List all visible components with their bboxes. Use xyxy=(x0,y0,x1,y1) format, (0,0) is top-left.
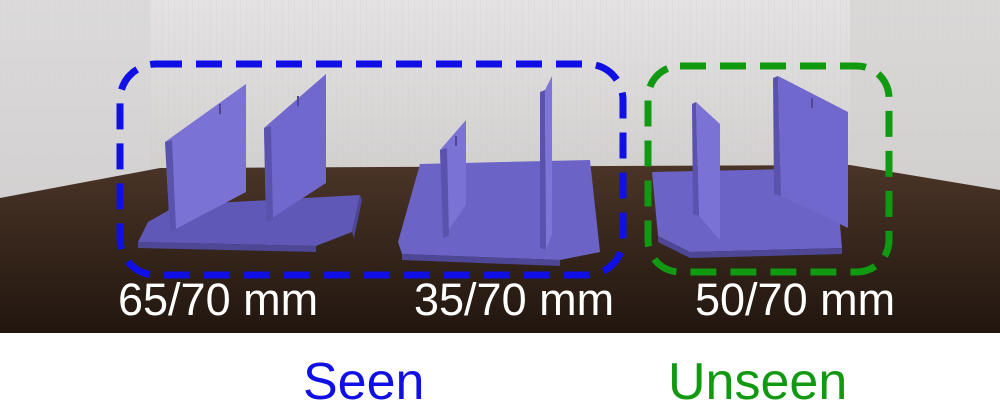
middle-object xyxy=(398,76,600,266)
wall-right-corner xyxy=(850,0,1000,190)
right-object xyxy=(652,76,848,258)
left-object xyxy=(138,74,362,252)
photo xyxy=(0,0,1000,333)
seen-group-outline xyxy=(116,60,627,279)
unseen-group-outline xyxy=(644,62,893,276)
seen-group-label: Seen xyxy=(303,353,425,411)
unseen-group-label: Unseen xyxy=(668,353,848,411)
left-object-size-label: 65/70 mm xyxy=(118,274,319,325)
middle-object-size-label: 35/70 mm xyxy=(414,274,615,325)
wall-left-corner xyxy=(0,0,150,200)
photo-scene xyxy=(0,0,1000,333)
right-object-size-label: 50/70 mm xyxy=(695,274,896,325)
